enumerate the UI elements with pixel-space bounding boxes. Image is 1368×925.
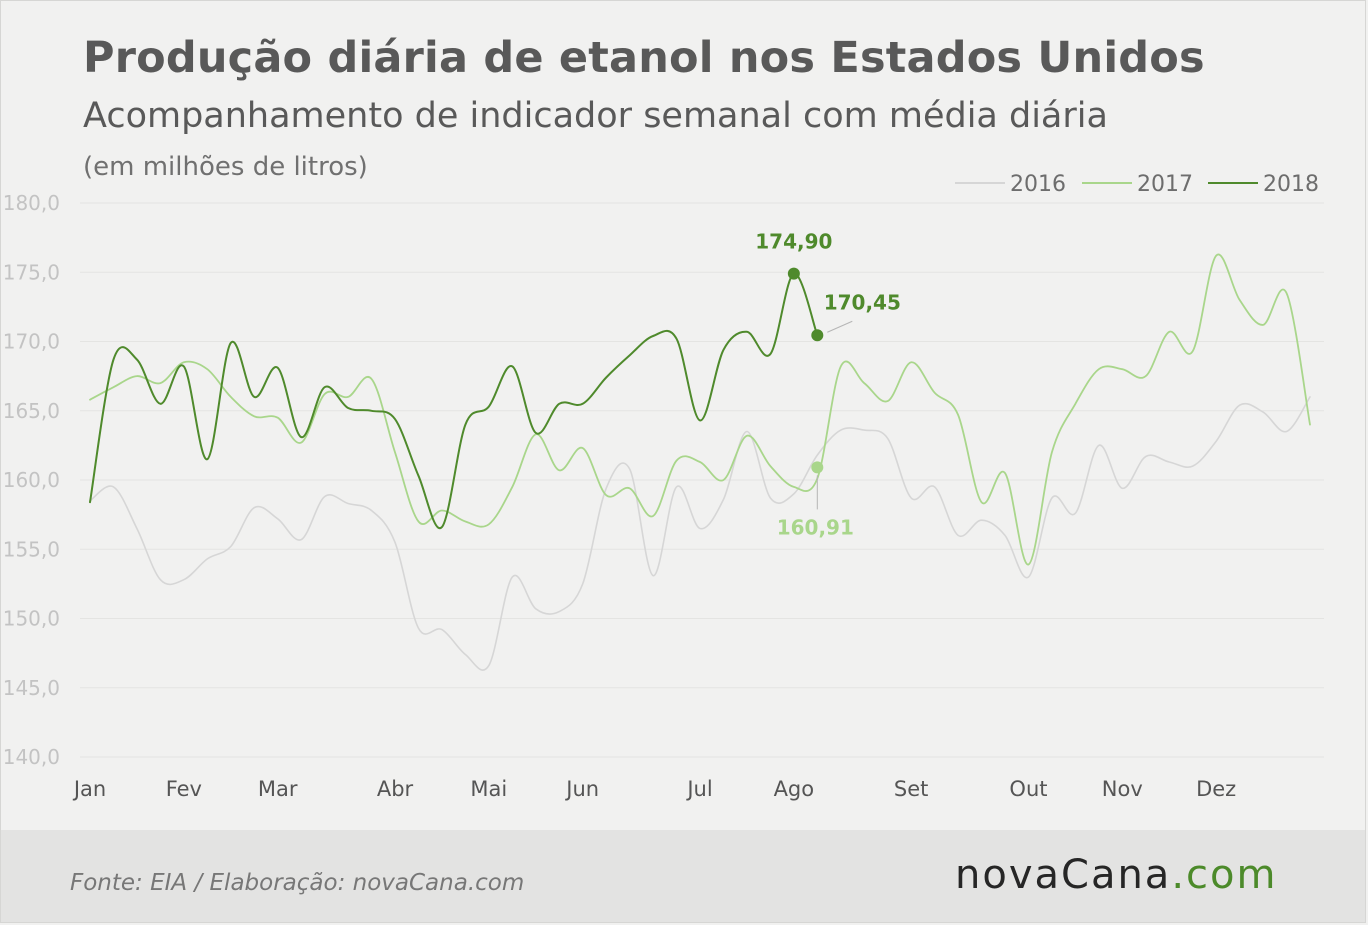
series-line-2018 (89, 272, 819, 530)
source-note: Fonte: EIA / Elaboração: novaCana.com (70, 870, 525, 896)
y-tick-label: 150,0 (3, 607, 60, 631)
x-tick-label: Jun (564, 777, 599, 801)
gridlines (80, 202, 1324, 758)
annotation-marker (787, 267, 800, 280)
legend: 2016 2017 2018 (955, 172, 1319, 197)
y-tick-label: 165,0 (3, 399, 60, 423)
annotation-marker (811, 461, 824, 474)
series-lines (89, 253, 1311, 671)
x-tick-label: Abr (377, 777, 414, 801)
x-tick-label: Jul (685, 777, 712, 801)
data-label: 170,45 (824, 290, 901, 314)
brand-logo[interactable]: novaCana.com (955, 852, 1277, 898)
x-tick-label: Nov (1102, 777, 1143, 801)
y-axis: 180,0 175,0 170,0 165,0 160,0 155,0 150,0 145,0… (3, 191, 60, 769)
y-tick-label: 170,0 (3, 330, 60, 354)
brand-name: novaCana (955, 852, 1172, 898)
brand-suffix: .com (1171, 852, 1278, 898)
x-tick-label: Mar (258, 777, 298, 801)
x-axis: Jan Fev Mar Abr Mai Jun Jul Ago Set Out Nov Dez (72, 777, 1236, 801)
y-tick-label: 140,0 (3, 745, 60, 769)
x-tick-label: Ago (774, 777, 815, 801)
annotation-marker (811, 329, 824, 342)
legend-label-2016: 2016 (1010, 172, 1066, 197)
x-tick-label: Dez (1196, 777, 1236, 801)
y-tick-label: 145,0 (3, 676, 60, 700)
y-tick-label: 160,0 (3, 468, 60, 492)
legend-label-2017: 2017 (1137, 172, 1193, 197)
x-tick-label: Set (894, 777, 928, 801)
annotations: 174,90 170,45 160,91 (755, 230, 901, 540)
footer-bar (1, 830, 1365, 922)
line-chart: 180,0 175,0 170,0 165,0 160,0 155,0 150,0 145,0… (3, 172, 1324, 801)
legend-label-2018: 2018 (1263, 172, 1319, 197)
x-tick-label: Out (1009, 777, 1047, 801)
x-tick-label: Fev (166, 777, 202, 801)
series-line-2017 (89, 253, 1311, 566)
series-line-2016 (89, 396, 1311, 671)
chart-subtitle: Acompanhamento de indicador semanal com … (83, 96, 1108, 136)
chart-title: Produção diária de etanol nos Estados Un… (83, 33, 1205, 83)
data-label: 160,91 (777, 515, 854, 539)
y-tick-label: 155,0 (3, 537, 60, 561)
y-tick-label: 175,0 (3, 260, 60, 284)
data-label: 174,90 (755, 230, 832, 254)
x-tick-label: Jan (72, 777, 106, 801)
y-tick-label: 180,0 (3, 191, 60, 215)
unit-label: (em milhões de litros) (83, 152, 368, 182)
x-tick-label: Mai (470, 777, 507, 801)
annotation-leader (827, 320, 853, 333)
